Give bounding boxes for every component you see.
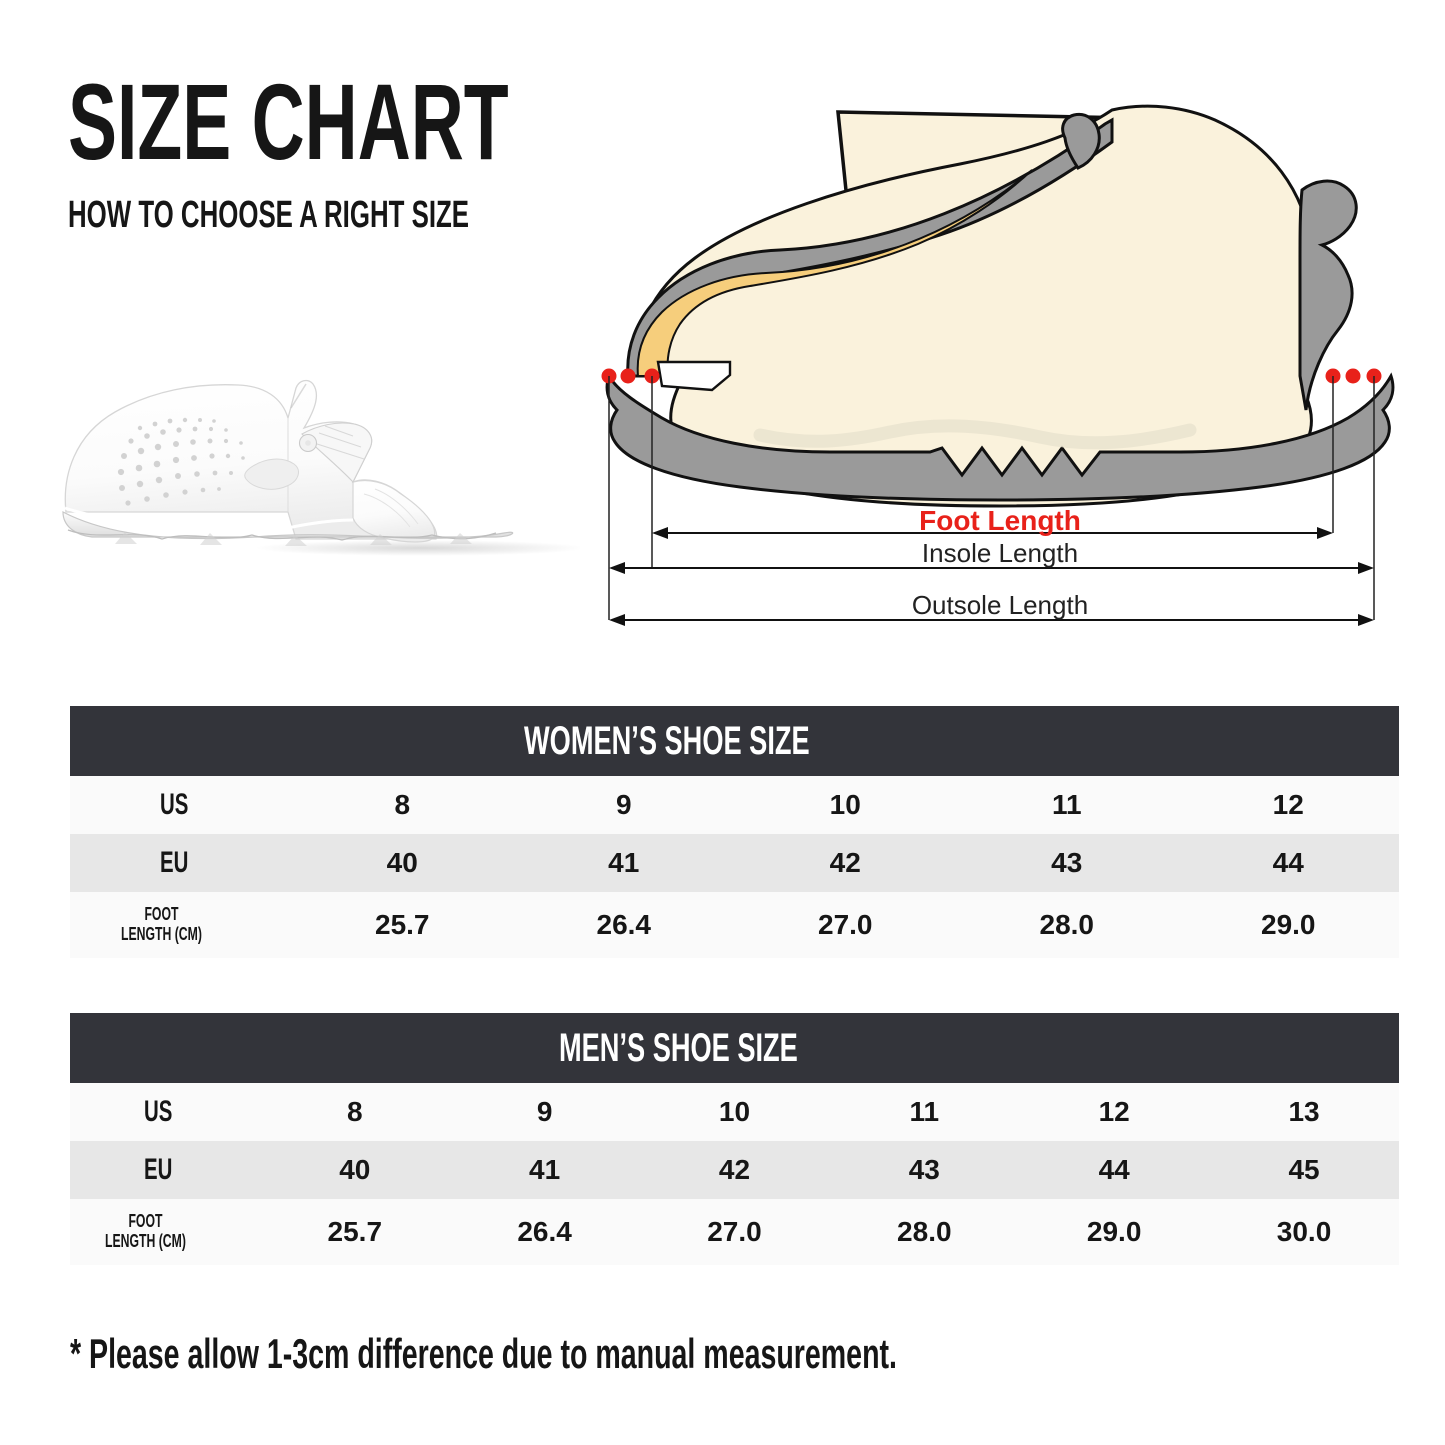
svg-text:Outsole Length: Outsole Length <box>912 590 1088 620</box>
svg-text:Foot Length: Foot Length <box>919 505 1081 536</box>
svg-text:Insole Length: Insole Length <box>922 538 1078 568</box>
